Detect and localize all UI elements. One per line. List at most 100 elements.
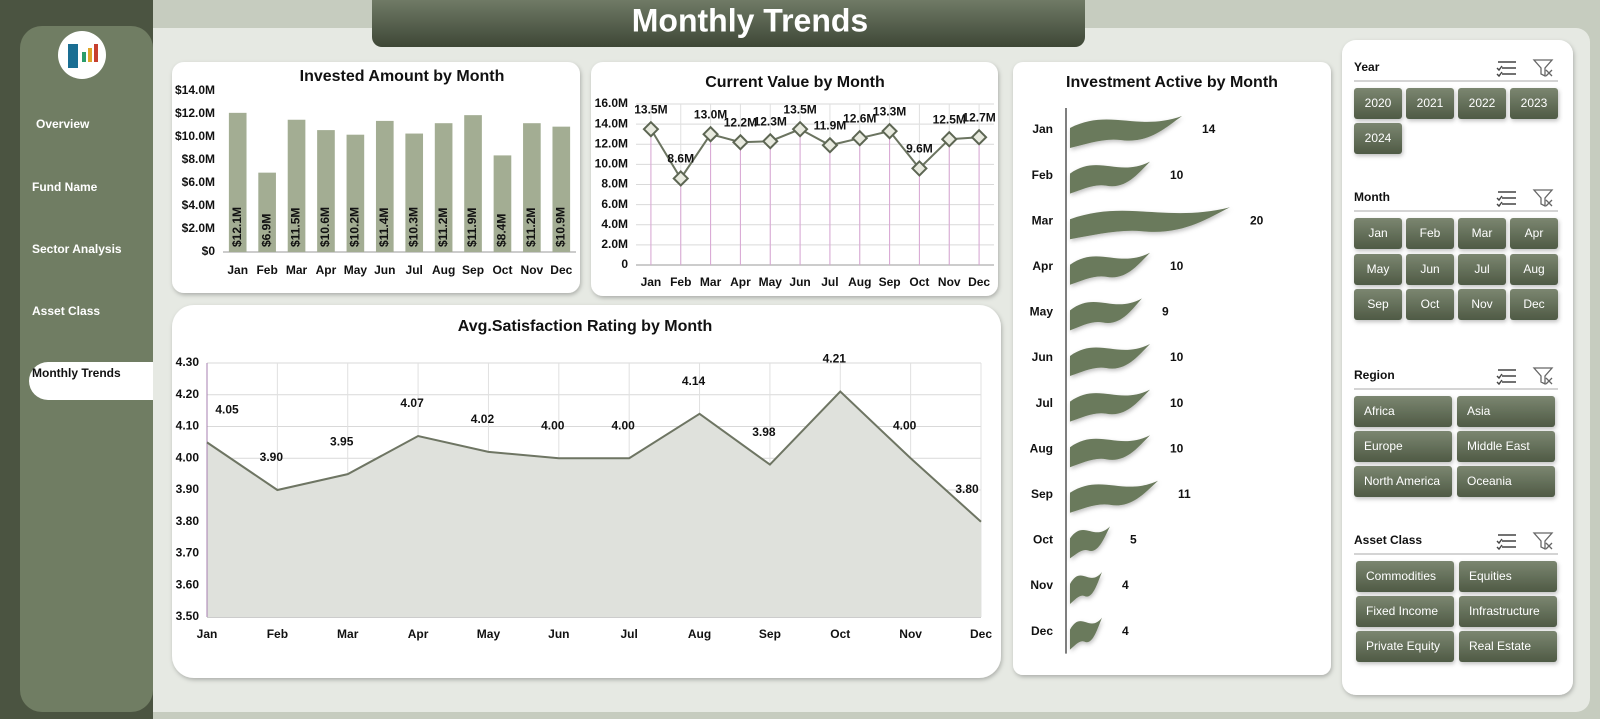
x-tick-label: Jun bbox=[374, 263, 395, 277]
slicer-button[interactable] bbox=[1458, 218, 1506, 249]
slicer-button-label[interactable]: Equities bbox=[1469, 569, 1512, 583]
value-label: 10 bbox=[1170, 168, 1184, 182]
flag-bar bbox=[1070, 252, 1150, 285]
slicer-button-label[interactable]: Jan bbox=[1368, 226, 1387, 240]
multi-select-icon[interactable] bbox=[1496, 191, 1516, 208]
slicer-button-label[interactable]: Middle East bbox=[1467, 439, 1530, 453]
slicer-button[interactable] bbox=[1458, 289, 1506, 320]
clear-filter-icon[interactable] bbox=[1532, 189, 1554, 208]
multi-select-icon[interactable] bbox=[1496, 369, 1516, 386]
slicer-button[interactable] bbox=[1406, 289, 1454, 320]
marker bbox=[702, 125, 719, 143]
slicer-button-label[interactable]: Nov bbox=[1471, 297, 1492, 311]
slicer-button[interactable] bbox=[1457, 466, 1555, 497]
value-label: 4.00 bbox=[893, 418, 917, 432]
slicer-button[interactable] bbox=[1406, 254, 1454, 285]
slicer-button-label[interactable]: Real Estate bbox=[1469, 639, 1531, 653]
marker bbox=[940, 130, 958, 148]
slicer-button[interactable] bbox=[1510, 88, 1558, 119]
clear-filter-icon[interactable] bbox=[1532, 532, 1554, 551]
value-label: 13.3M bbox=[873, 104, 906, 118]
slicer-button-label[interactable]: Aug bbox=[1523, 262, 1544, 276]
slicer-button-label[interactable]: Oct bbox=[1421, 297, 1440, 311]
slicer-button[interactable] bbox=[1354, 466, 1452, 497]
slicer-button-label[interactable]: North America bbox=[1364, 474, 1440, 488]
slicer-button-label[interactable]: Infrastructure bbox=[1469, 604, 1540, 618]
marker bbox=[761, 132, 779, 150]
slicer-button-label[interactable]: Mar bbox=[1472, 226, 1493, 240]
slicer-button[interactable] bbox=[1354, 396, 1452, 427]
nav-item[interactable]: Fund Name bbox=[32, 180, 98, 194]
clear-filter-icon[interactable] bbox=[1532, 367, 1554, 386]
multi-select-icon[interactable] bbox=[1496, 534, 1516, 551]
y-tick-label: $2.0M bbox=[182, 221, 215, 235]
value-label: 4.02 bbox=[471, 412, 495, 426]
slicer-button[interactable] bbox=[1354, 123, 1402, 154]
slicer-button-label[interactable]: May bbox=[1367, 262, 1390, 276]
slicer-button[interactable] bbox=[1510, 254, 1558, 285]
slicer-button[interactable] bbox=[1459, 561, 1557, 592]
nav-item[interactable]: Asset Class bbox=[32, 304, 100, 318]
flag-bar bbox=[1070, 617, 1102, 650]
slicer-button-label[interactable]: Private Equity bbox=[1366, 639, 1440, 653]
slicer-button[interactable] bbox=[1354, 431, 1452, 462]
value-label: 4 bbox=[1122, 578, 1129, 592]
slicer-button[interactable] bbox=[1458, 254, 1506, 285]
slicer-button-label[interactable]: Jun bbox=[1420, 262, 1439, 276]
x-tick-label: Jan bbox=[197, 627, 218, 641]
slicer-button[interactable] bbox=[1457, 396, 1555, 427]
slicer-button-label[interactable]: Fixed Income bbox=[1366, 604, 1438, 618]
slicer-button[interactable] bbox=[1457, 431, 1555, 462]
slicer-button[interactable] bbox=[1356, 561, 1454, 592]
flag-bar bbox=[1070, 298, 1142, 331]
multi-select-icon[interactable] bbox=[1496, 61, 1516, 78]
slicer-button-label[interactable]: Apr bbox=[1525, 226, 1544, 240]
slicer-button[interactable] bbox=[1458, 88, 1506, 119]
value-label: 3.98 bbox=[752, 425, 776, 439]
slicer-button[interactable] bbox=[1354, 218, 1402, 249]
slicer-button-label[interactable]: Jul bbox=[1474, 262, 1489, 276]
slicer-button-label[interactable]: 2021 bbox=[1417, 96, 1444, 110]
slicer-button[interactable] bbox=[1354, 88, 1402, 119]
value-label: 12.7M bbox=[962, 110, 995, 124]
nav-item[interactable]: Overview bbox=[36, 117, 90, 131]
slicer-button[interactable] bbox=[1459, 596, 1557, 627]
x-tick-label: Mar bbox=[337, 627, 359, 641]
slicer-button[interactable] bbox=[1510, 289, 1558, 320]
slicer-button-label[interactable]: Europe bbox=[1364, 439, 1403, 453]
bar bbox=[405, 133, 424, 252]
value-label: 9.6M bbox=[906, 142, 933, 156]
nav-item[interactable]: Monthly Trends bbox=[32, 366, 121, 380]
slicer-button-label[interactable]: 2023 bbox=[1521, 96, 1548, 110]
y-tick-label: 6.0M bbox=[601, 197, 628, 211]
slicer-button[interactable] bbox=[1406, 88, 1454, 119]
x-tick-label: Oct bbox=[830, 627, 850, 641]
slicer-button-label[interactable]: 2020 bbox=[1365, 96, 1392, 110]
flag-bar bbox=[1070, 435, 1150, 468]
slicer-button-label[interactable]: Asia bbox=[1467, 404, 1491, 418]
slicer-button-label[interactable]: Sep bbox=[1367, 297, 1389, 311]
nav-item[interactable]: Sector Analysis bbox=[32, 242, 122, 256]
y-tick-label: Feb bbox=[1032, 168, 1053, 182]
slicer-button-label[interactable]: Dec bbox=[1523, 297, 1544, 311]
slicer-button-label[interactable]: Africa bbox=[1364, 404, 1395, 418]
slicer-button[interactable] bbox=[1356, 631, 1454, 662]
slicer-button[interactable] bbox=[1354, 289, 1402, 320]
flag-bar bbox=[1070, 207, 1230, 240]
slicer-button[interactable] bbox=[1406, 218, 1454, 249]
chart-title: Investment Active by Month bbox=[1066, 74, 1278, 91]
value-label: $10.9M bbox=[553, 207, 567, 247]
slicer-button-label[interactable]: Feb bbox=[1420, 226, 1441, 240]
y-tick-label: 16.0M bbox=[595, 96, 628, 110]
slicer-button-label[interactable]: 2022 bbox=[1469, 96, 1496, 110]
value-label: $10.2M bbox=[348, 207, 362, 247]
slicer-button-label[interactable]: 2024 bbox=[1365, 131, 1392, 145]
slicer-button[interactable] bbox=[1356, 596, 1454, 627]
flag-bar bbox=[1070, 480, 1158, 513]
slicer-button[interactable] bbox=[1459, 631, 1557, 662]
slicer-button-label[interactable]: Commodities bbox=[1366, 569, 1436, 583]
slicer-button[interactable] bbox=[1354, 254, 1402, 285]
clear-filter-icon[interactable] bbox=[1532, 59, 1554, 78]
slicer-button-label[interactable]: Oceania bbox=[1467, 474, 1512, 488]
slicer-button[interactable] bbox=[1510, 218, 1558, 249]
